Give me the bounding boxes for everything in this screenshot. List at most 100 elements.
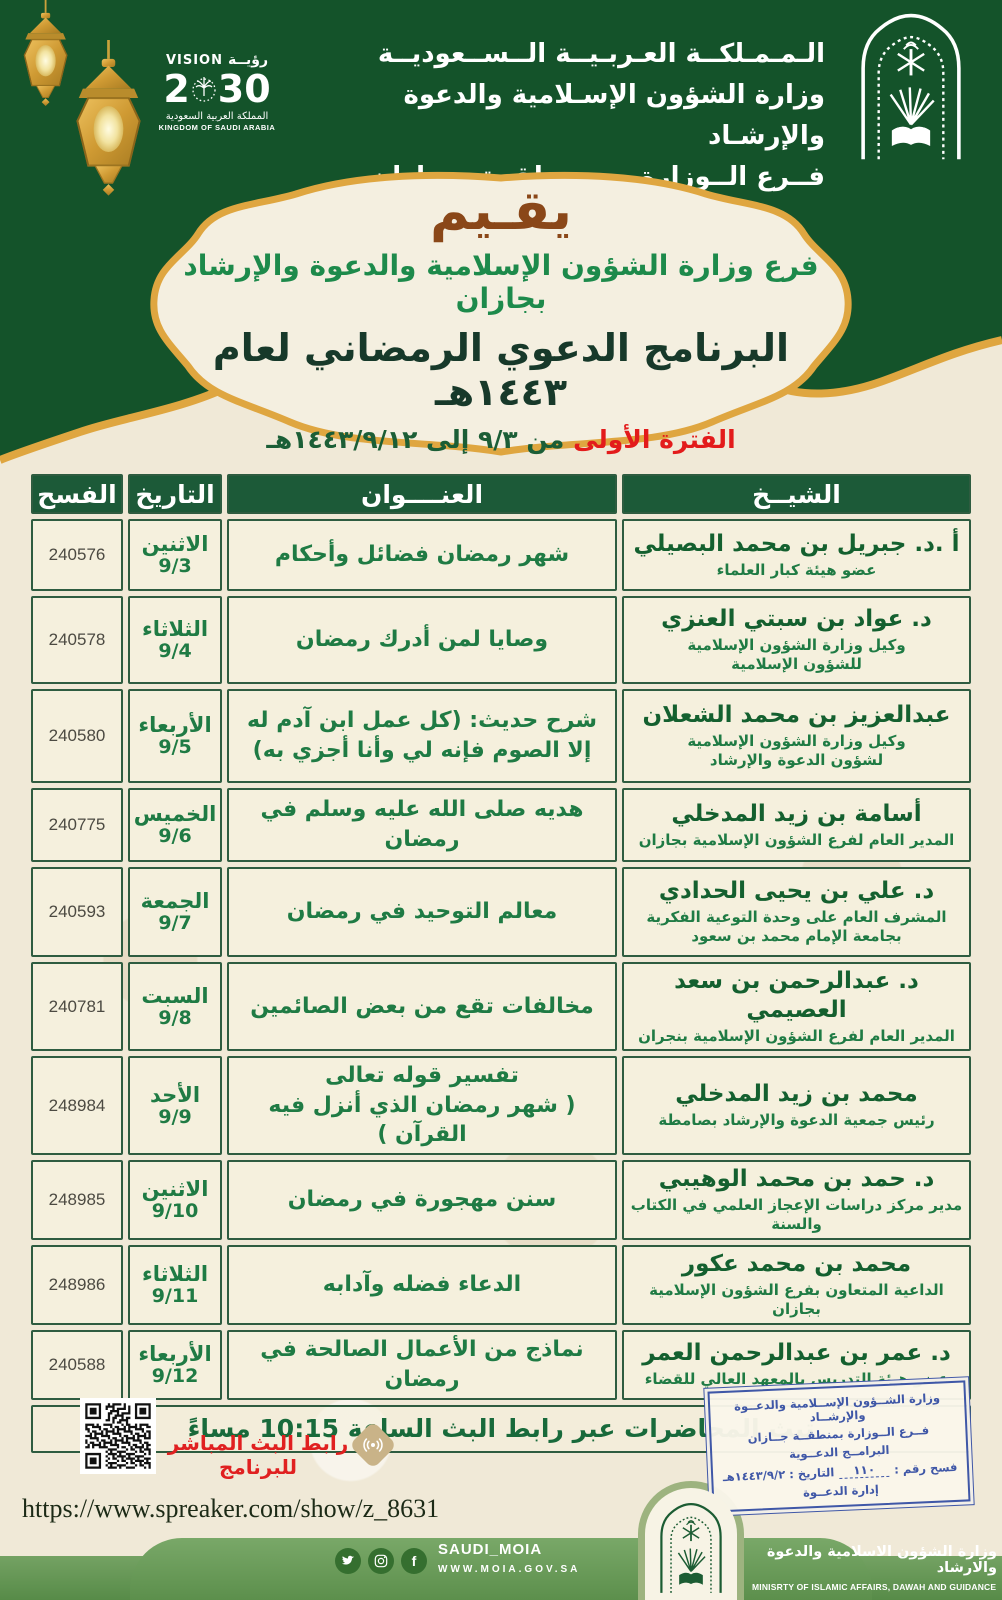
sheikh-name: أ .د. جبريل بن محمد البصيلي: [633, 530, 960, 557]
vision-word-en: VISION: [165, 53, 223, 68]
permit-cell: 240576: [31, 519, 123, 591]
day-name: السبت: [141, 983, 209, 1008]
header-ministry-line: وزارة الشؤون الإسـلامية والدعوة والإرشـا…: [403, 80, 825, 152]
permit-cell: 248984: [31, 1056, 123, 1156]
table-row: 248984 الأحد 9/9 تفسير قوله تعالى ( شهر ر…: [31, 1056, 971, 1156]
date-number: 9/10: [151, 1200, 199, 1223]
table-row: 240588 الأربعاء 9/12 نماذج من الأعمال الص…: [31, 1329, 971, 1400]
sheikh-name: د. حمد بن محمد الوهيبي: [658, 1166, 935, 1193]
sheikh-name: محمد بن محمد عكور: [681, 1250, 912, 1277]
date-number: 9/4: [158, 640, 192, 663]
sheikh-cell: عبدالعزيز بن محمد الشعلان وكيل وزارة الشؤ…: [622, 689, 971, 783]
vision-kingdom-ar: المملكة العربية السعودية: [165, 111, 269, 122]
date-cell: الأربعاء 9/5: [128, 689, 222, 783]
permit-number: 248986: [48, 1274, 106, 1294]
sheikh-name: عبدالعزيز بن محمد الشعلان: [642, 702, 951, 729]
lecture-title: سنن مهجورة في رمضان: [287, 1187, 557, 1213]
website-url[interactable]: WWW.MOIA.GOV.SA: [438, 1564, 581, 1575]
sheikh-name: د. عبدالرحمن بن سعد العصيمي: [674, 968, 919, 1023]
sheikh-role: وكيل وزارة الشؤون الإسلامية للشؤون الإسل…: [687, 635, 906, 674]
lecture-title-cell: وصايا لمن أدرك رمضان: [227, 596, 617, 684]
vision-kingdom-en: KINGDOM OF SAUDI ARABIA: [158, 123, 276, 132]
frame-border: [150, 171, 852, 456]
sheikh-role: المدير العام لفرع الشؤون الإسلامية بجازا…: [638, 830, 955, 849]
permit-number: 240578: [48, 630, 106, 649]
date-cell: الاثنين 9/10: [128, 1160, 222, 1240]
table-header-row: الفسح التاريخ العنــــوان الشيــخ: [31, 474, 971, 514]
sheikh-name: د. علي بن يحيى الحدادي: [658, 878, 935, 905]
lecture-title-cell: الدعاء فضله وآدابه: [227, 1244, 617, 1325]
lecture-title: وصايا لمن أدرك رمضان: [295, 627, 549, 653]
vision-year-left: 2: [163, 67, 190, 111]
vision-year-right: 30: [217, 67, 271, 111]
twitter-icon[interactable]: [335, 1548, 361, 1574]
lecture-title: شرح حديث: (كل عمل ابن آدم له إلا الصوم ف…: [246, 708, 598, 763]
sheikh-cell: محمد بن محمد عكور الداعية المتعاون بفرع ا…: [622, 1244, 971, 1325]
header-date: التاريخ: [128, 474, 222, 514]
title-frame: يقـيم فرع وزارة الشؤون الإسلامية والدعوة…: [146, 170, 856, 462]
sheikh-role: الداعية المتعاون بفرع الشؤون الإسلامية ب…: [649, 1280, 944, 1319]
table-row: 248985 الاثنين 9/10 سنن مهجورة في رمضان د…: [31, 1160, 971, 1240]
period-range: من ٩/٣ إلى ١٤٤٣/٩/١٢هـ: [266, 425, 565, 454]
stamp-permit-number: ١١٠: [838, 1461, 890, 1480]
date-number: 9/6: [158, 825, 192, 848]
permit-number: 248984: [48, 1095, 106, 1115]
date-cell: الخميس 9/6: [128, 788, 222, 862]
vision-2030-logo: VISION رؤيــة 2 30 المملكة العربية السعو…: [152, 52, 282, 132]
sheikh-name: د. عمر بن عبدالرحمن العمر: [642, 1340, 951, 1367]
permit-number: 248985: [48, 1189, 106, 1209]
permit-cell: 240775: [31, 788, 123, 862]
permit-cell: 240781: [31, 962, 123, 1051]
date-number: 9/7: [158, 912, 192, 935]
lecture-title-cell: شرح حديث: (كل عمل ابن آدم له إلا الصوم ف…: [227, 689, 617, 783]
table-row: 248986 الثلاثاء 9/11 الدعاء فضله وآدابه م…: [31, 1244, 971, 1325]
table-row: 240576 الاثنين 9/3 شهر رمضان فضائل وأحكام…: [31, 519, 971, 591]
lecture-title: مخالفات تقع من بعض الصائمين: [250, 993, 594, 1019]
stamp-date: التاريخ : ١٤٤٣/٩/٢هـ: [722, 1465, 835, 1485]
sheikh-role: المشرف العام على وحدة التوعية الفكرية بج…: [646, 907, 947, 946]
permit-number: 240580: [48, 726, 106, 745]
sheikh-role: المدير العام لفرع الشؤون الإسلامية بنجرا…: [638, 1026, 955, 1045]
social-handle: SAUDI_MOIA: [438, 1541, 543, 1558]
lecture-title-cell: شهر رمضان فضائل وأحكام: [227, 519, 617, 591]
sheikh-name: محمد بن زيد المدخلي: [675, 1081, 918, 1108]
sheikh-role: وكيل وزارة الشؤون الإسلامية لشؤون الدعوة…: [687, 731, 906, 770]
ministry-emblem-color-icon: [660, 1502, 722, 1594]
stream-url-link[interactable]: https://www.spreaker.com/show/z_8631: [22, 1494, 440, 1523]
lecture-title: شهر رمضان فضائل وأحكام: [274, 542, 570, 568]
date-cell: الأحد 9/9: [128, 1056, 222, 1156]
social-icons: f: [335, 1548, 427, 1574]
lecture-title-cell: سنن مهجورة في رمضان: [227, 1160, 617, 1240]
permit-cell: 240588: [31, 1329, 123, 1400]
day-name: الاثنين: [141, 1176, 209, 1201]
period-label: الفترة الأولى: [573, 425, 736, 454]
date-number: 9/5: [158, 736, 192, 759]
facebook-icon[interactable]: f: [401, 1548, 427, 1574]
header-sheikh: الشيــخ: [622, 474, 971, 514]
header-permit: الفسح: [31, 474, 123, 514]
table-row: 240593 الجمعة 9/7 معالم التوحيد في رمضان …: [31, 867, 971, 957]
sheikh-cell: د. عواد بن سبتي العنزي وكيل وزارة الشؤون …: [622, 596, 971, 684]
date-number: 9/3: [158, 555, 192, 578]
bottom-ministry-en: MINISRTY OF ISLAMIC AFFAIRS, DAWAH AND G…: [752, 1582, 997, 1592]
ministry-emblem-icon: [861, 13, 961, 162]
sheikh-cell: د. عبدالرحمن بن سعد العصيمي المدير العام …: [622, 962, 971, 1051]
day-name: الجمعة: [140, 889, 210, 913]
lecture-title-cell: معالم التوحيد في رمضان: [227, 867, 617, 957]
lecture-title: معالم التوحيد في رمضان: [286, 899, 558, 925]
day-name: الخميس: [133, 802, 217, 826]
header-title: العنــــوان: [227, 474, 617, 514]
sheikh-cell: محمد بن زيد المدخلي رئيس جمعية الدعوة وال…: [622, 1056, 971, 1156]
table-row: 240578 الثلاثاء 9/4 وصايا لمن أدرك رمضان …: [31, 596, 971, 684]
vision-word-ar: رؤيــة: [227, 52, 269, 68]
sheikh-name: أسامة بن زيد المدخلي: [671, 800, 922, 827]
ramadan-lanterns-decoration: [23, 0, 141, 197]
day-name: الاثنين: [141, 532, 209, 556]
instagram-icon[interactable]: [368, 1548, 394, 1574]
qr-code[interactable]: [80, 1398, 156, 1474]
host-line: فرع وزارة الشؤون الإسلامية والدعوة والإر…: [183, 249, 819, 315]
permit-cell: 240593: [31, 867, 123, 957]
date-cell: الجمعة 9/7: [128, 867, 222, 957]
table-row: 240580 الأربعاء 9/5 شرح حديث: (كل عمل ابن…: [31, 689, 971, 783]
permit-number: 240593: [48, 902, 106, 921]
